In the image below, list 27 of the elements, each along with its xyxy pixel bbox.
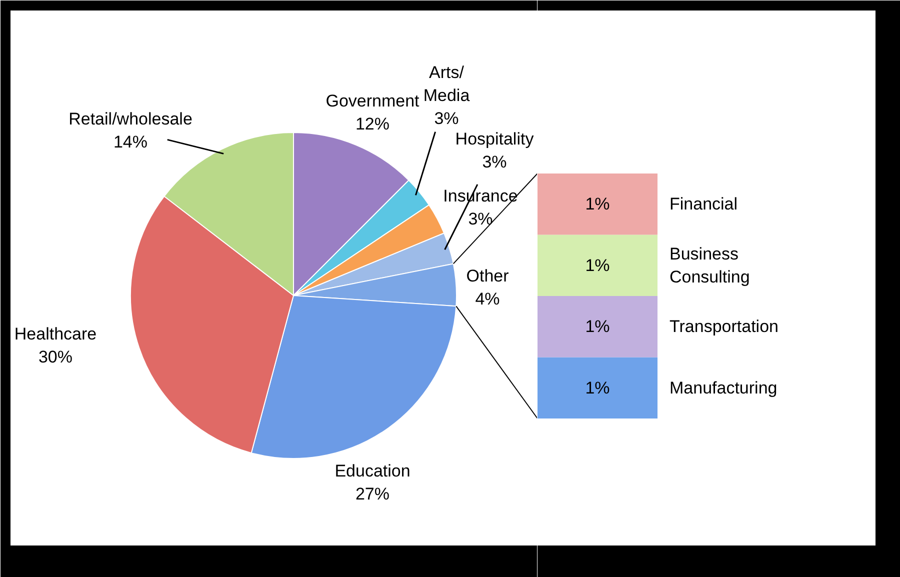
slice-label: Arts/ Media [423, 63, 470, 105]
bar [538, 296, 658, 358]
series-label: Transportation [670, 317, 778, 336]
data-label: 3% [434, 108, 459, 128]
series-label: Manufacturing [670, 378, 778, 398]
data-label: 3% [482, 152, 507, 172]
slice-label: Government [326, 92, 420, 111]
data-label: 1% [585, 256, 610, 275]
data-label: 27% [355, 484, 390, 504]
data-label: 1% [585, 194, 610, 214]
slice-label: Education [334, 462, 410, 481]
data-label: 3% [468, 209, 493, 228]
data-label: 4% [475, 289, 500, 308]
data-label: 1% [585, 378, 610, 398]
bar [538, 174, 658, 235]
slice-label: Healthcare [14, 324, 97, 344]
data-label: 30% [38, 347, 73, 366]
slice-label: Retail/wholesale [68, 110, 192, 129]
bar [538, 234, 658, 296]
data-label: 1% [585, 317, 610, 336]
bar [538, 357, 658, 418]
series-label: Business Consulting [670, 244, 750, 286]
slice-label: Hospitality [455, 130, 534, 149]
data-label: 14% [113, 132, 148, 152]
series-label: Financial [670, 194, 738, 214]
data-label: 12% [355, 114, 390, 134]
slice-label: Other [466, 266, 510, 286]
